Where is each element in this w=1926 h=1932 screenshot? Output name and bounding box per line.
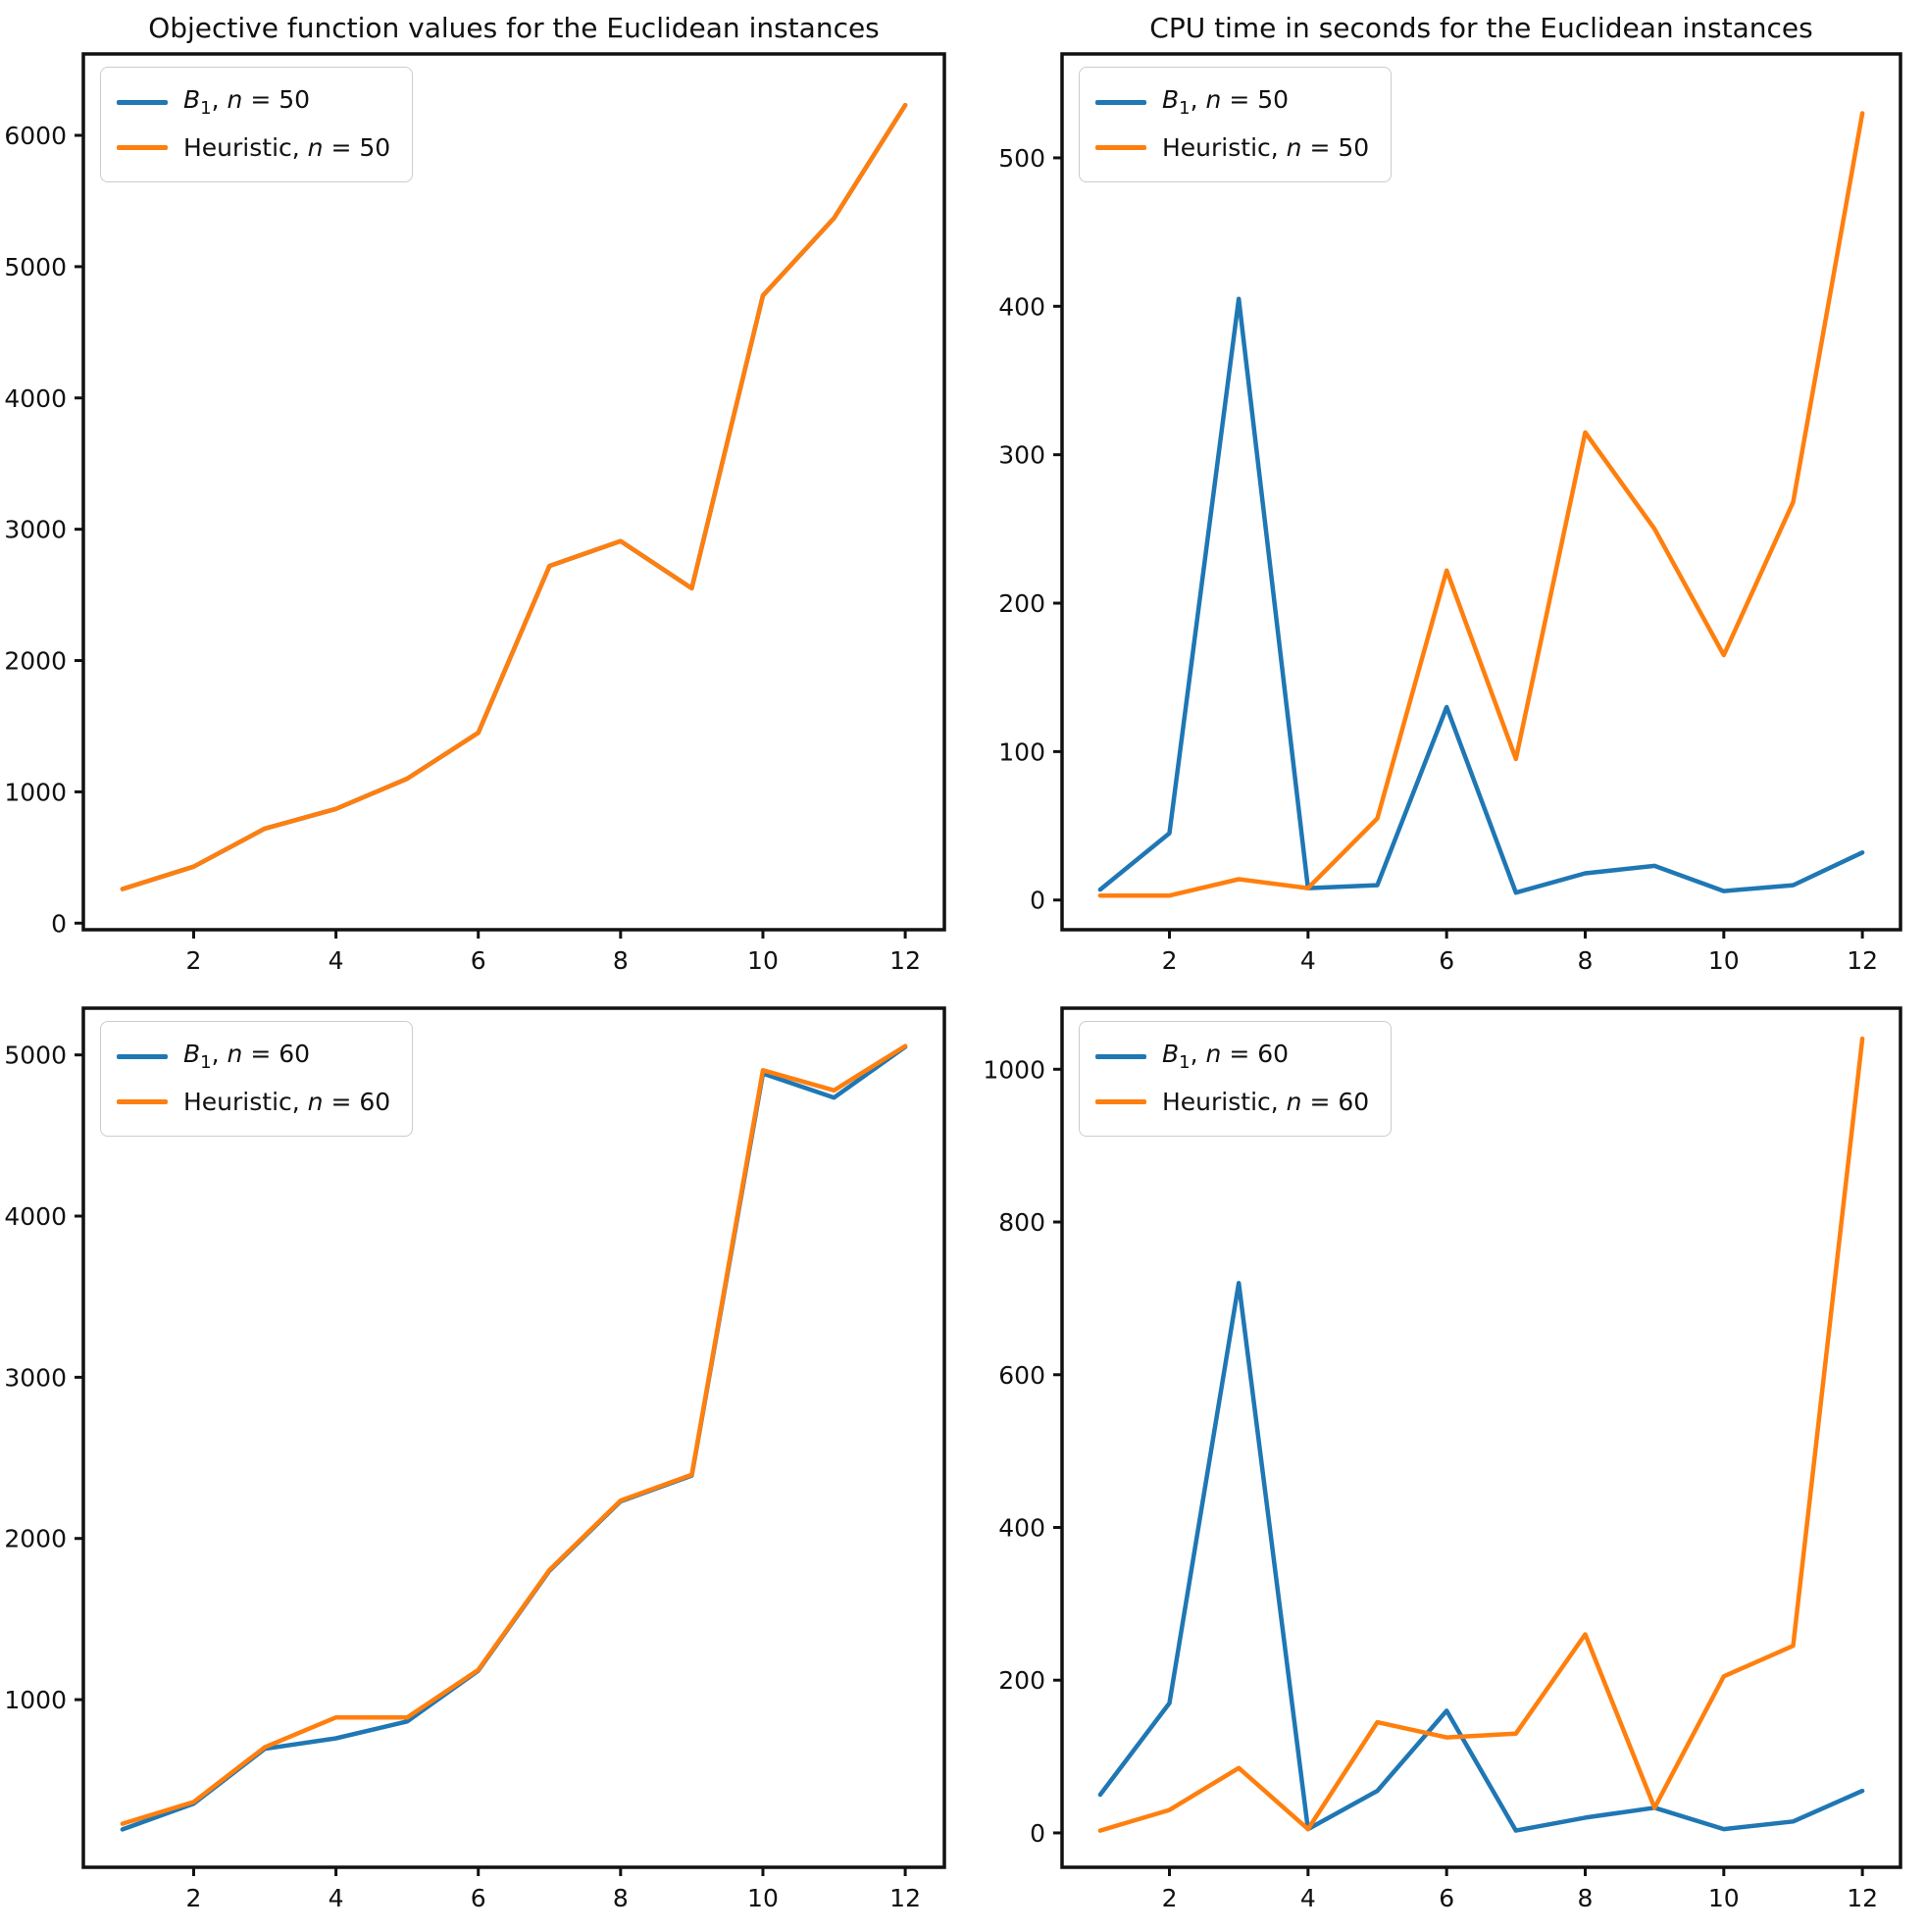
x-tick-label: 6 [471,1884,486,1912]
legend-label: Heuristic, n = 50 [1162,132,1370,162]
y-tick-label: 0 [51,909,67,938]
axes-cpu60: 2 4 6 8 10 12 0 200 400 600 800 1000 [983,1006,1902,1912]
axes-obj60: 2 4 6 8 10 12 1000 2000 3000 4000 5000 [4,1006,946,1912]
y-tick-label: 400 [998,292,1045,321]
y-tick-label: 2000 [4,647,67,676]
axes-spines [81,1006,946,1869]
legend-label: B1, n = 60 [183,1040,311,1073]
x-tick-label: 12 [1847,1884,1878,1912]
series-line-b1 [120,102,908,891]
legend-line-swatch [117,1053,168,1059]
y-tick-label: 600 [998,1361,1045,1390]
y-tick-label: 2000 [4,1525,67,1553]
legend-line-swatch [117,99,168,105]
legend-cpu-n60: B1, n = 60 Heuristic, n = 60 [1079,1021,1393,1137]
x-tick-label: 8 [1578,946,1594,975]
x-tick-label: 4 [329,946,344,975]
legend-cpu-n50: B1, n = 50 Heuristic, n = 50 [1079,67,1393,182]
legend-entry-b1: B1, n = 60 [117,1034,390,1079]
x-tick-label: 12 [889,1884,921,1912]
x-tick-label: 10 [1708,1884,1740,1912]
legend-label: B1, n = 50 [1162,85,1290,119]
y-tick-label: 100 [998,737,1045,766]
legend-line-swatch [1095,1098,1146,1104]
series-line-b1 [1097,296,1865,895]
legend-objective-n60: B1, n = 60 Heuristic, n = 60 [100,1021,414,1137]
chart-title-cpu-n50: CPU time in seconds for the Euclidean in… [1149,12,1813,44]
legend-line-swatch [1095,144,1146,150]
x-tick-label: 6 [471,946,486,975]
x-tick-label: 2 [186,1884,202,1912]
axes-spines [1060,52,1902,932]
legend-line-swatch [1095,1053,1146,1059]
y-tick-label: 800 [998,1208,1045,1237]
x-tick-label: 12 [1847,946,1878,975]
legend-line-swatch [117,1098,168,1104]
x-tick-label: 4 [1300,946,1316,975]
y-tick-label: 0 [1030,887,1045,915]
x-tick-label: 2 [186,946,202,975]
y-tick-label: 200 [998,1666,1045,1695]
series-line-heuristic [1097,111,1865,898]
series-line-heuristic [120,102,908,891]
x-tick-label: 6 [1439,1884,1454,1912]
axes-spines [1060,1006,1902,1869]
legend-entry-heuristic: Heuristic, n = 50 [117,125,390,170]
x-tick-label: 12 [889,946,921,975]
series-line-b1 [1097,1281,1865,1833]
x-tick-label: 8 [613,946,629,975]
legend-label: B1, n = 50 [183,85,311,119]
x-tick-label: 8 [613,1884,629,1912]
axes-obj50: 2 4 6 8 10 12 0 1000 2000 3000 4000 5000 6000 [4,52,946,975]
y-tick-label: 4000 [4,1202,67,1231]
y-tick-label: 4000 [4,384,67,413]
y-tick-label: 5000 [4,253,67,281]
y-tick-label: 300 [998,441,1045,470]
y-tick-label: 5000 [4,1042,67,1070]
legend-entry-b1: B1, n = 60 [1095,1034,1369,1079]
x-tick-label: 10 [1708,946,1740,975]
chart-title-objective-n50: Objective function values for the Euclid… [148,12,880,44]
series-line-heuristic [1097,1036,1865,1833]
x-tick-label: 10 [747,1884,779,1912]
x-tick-label: 10 [747,946,779,975]
legend-entry-heuristic: Heuristic, n = 60 [117,1079,390,1124]
y-tick-label: 1000 [983,1055,1045,1084]
legend-entry-b1: B1, n = 50 [1095,79,1369,125]
x-tick-label: 4 [1300,1884,1316,1912]
legend-entry-heuristic: Heuristic, n = 60 [1095,1079,1369,1124]
y-tick-label: 400 [998,1513,1045,1542]
x-tick-label: 6 [1439,946,1454,975]
y-tick-label: 200 [998,589,1045,618]
y-tick-label: 3000 [4,1363,67,1392]
y-tick-label: 3000 [4,516,67,544]
axes-spines [81,52,946,932]
axes-cpu50: 2 4 6 8 10 12 0 100 200 300 400 500 [998,52,1902,975]
y-tick-label: 0 [1030,1819,1045,1848]
legend-label: Heuristic, n = 60 [183,1087,391,1116]
legend-objective-n50: B1, n = 50 Heuristic, n = 50 [100,67,414,182]
legend-line-swatch [117,144,168,150]
y-tick-label: 500 [998,144,1045,173]
legend-entry-heuristic: Heuristic, n = 50 [1095,125,1369,170]
x-tick-label: 2 [1162,1884,1178,1912]
series-line-b1 [120,1044,908,1832]
y-tick-label: 6000 [4,122,67,150]
x-tick-label: 2 [1162,946,1178,975]
legend-line-swatch [1095,99,1146,105]
legend-label: B1, n = 60 [1162,1040,1290,1073]
x-tick-label: 4 [329,1884,344,1912]
legend-label: Heuristic, n = 60 [1162,1087,1370,1116]
y-tick-label: 1000 [4,1686,67,1714]
legend-entry-b1: B1, n = 50 [117,79,390,125]
legend-label: Heuristic, n = 50 [183,132,391,162]
y-tick-label: 1000 [4,778,67,806]
x-tick-label: 8 [1578,1884,1594,1912]
series-line-heuristic [120,1043,908,1826]
